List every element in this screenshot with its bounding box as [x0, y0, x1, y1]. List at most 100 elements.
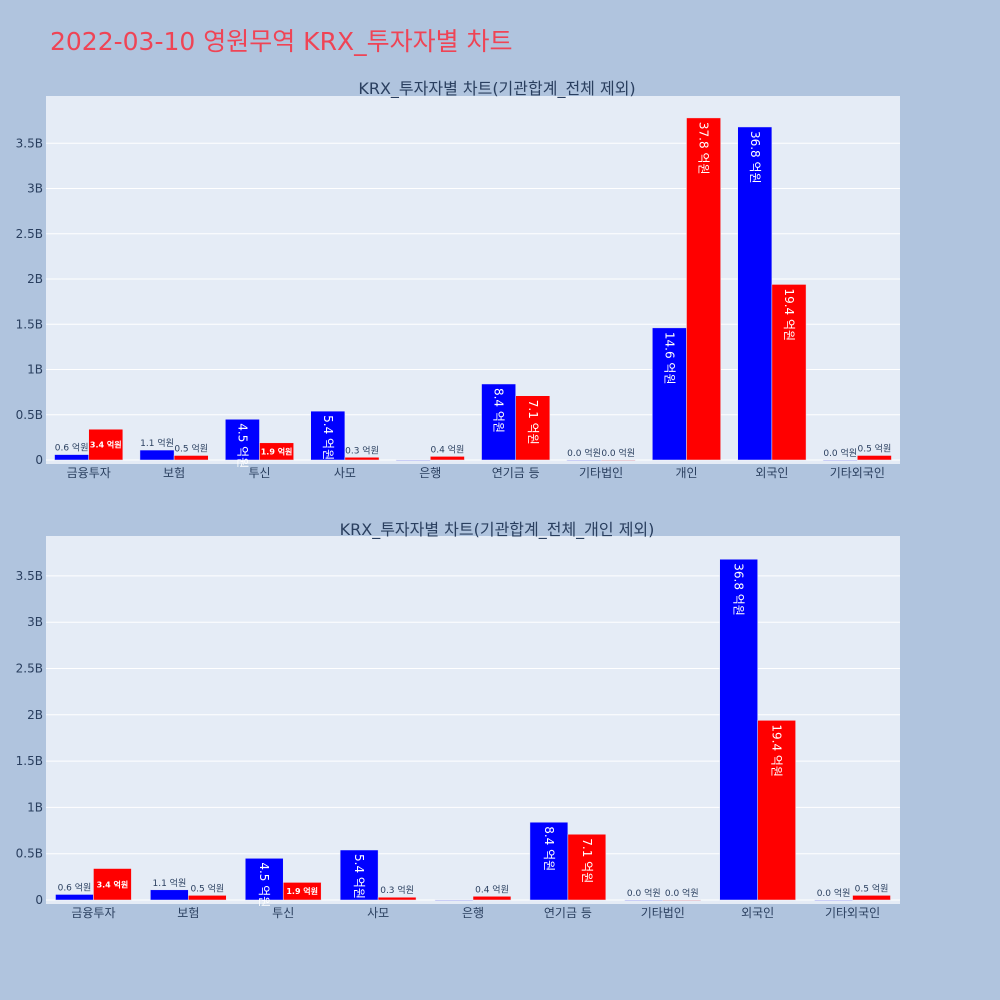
bar [515, 395, 551, 461]
data-label: 7.1 억원 [526, 400, 540, 445]
chart-group: KRX_투자자별 차트(기관합계_전체 제외) 0 0.5B 1B 1.5B 2B 2.5B… [16, 79, 900, 480]
data-label: 0.3 억원 [380, 884, 414, 896]
y-tick-label: 0 [35, 893, 43, 907]
data-label: 0.0 억원 [817, 887, 851, 899]
data-label: 4.5 억원 [257, 862, 271, 907]
data-label: 36.8 억원 [732, 563, 746, 616]
data-label: 0.0 억원 [601, 447, 635, 459]
bar [245, 858, 284, 901]
x-tick-label: 투신 [272, 906, 294, 920]
bar [600, 459, 636, 461]
y-tick-label: 3.5B [16, 136, 43, 150]
bar [771, 284, 807, 461]
bar [567, 834, 607, 901]
bar [814, 899, 853, 901]
x-tick-label: 은행 [462, 905, 484, 920]
x-tick-label: 사모 [367, 906, 389, 920]
bar [282, 882, 322, 901]
x-tick-label: 연기금 등 [492, 466, 540, 480]
data-label: 0.4 억원 [431, 443, 465, 455]
x-tick-label: 연기금 등 [544, 906, 592, 920]
bar [481, 383, 516, 461]
x-tick-label: 외국인 [741, 906, 774, 920]
x-tick-label: 사모 [334, 466, 356, 480]
y-tick-label: 1B [27, 800, 43, 814]
data-label: 1.1 억원 [140, 437, 174, 449]
bar [377, 896, 417, 901]
x-tick-label: 금융투자 [67, 466, 111, 480]
data-label: 0.0 억원 [567, 447, 601, 459]
y-tick-label: 3B [27, 615, 43, 629]
data-label: 0.5 억원 [174, 442, 208, 454]
data-label: 19.4 억원 [770, 724, 784, 777]
bar [529, 821, 569, 901]
bar [822, 459, 858, 461]
bar [857, 455, 892, 461]
data-label: 8.4 억원 [542, 826, 556, 871]
y-tick-label: 0.5B [16, 408, 43, 422]
data-label: 1.1 억원 [152, 877, 186, 889]
y-tick-label: 2.5B [16, 662, 43, 676]
bar [173, 455, 209, 461]
bar [757, 720, 796, 901]
data-label: 0.4 억원 [475, 883, 509, 895]
data-label: 37.8 억원 [697, 122, 711, 175]
data-label: 19.4 억원 [782, 288, 796, 341]
bar [188, 895, 227, 901]
x-tick-label: 보험 [177, 906, 199, 920]
page-title: 2022-03-10 영원무역 KRX_투자자별 차트 [50, 27, 513, 56]
bar [686, 117, 721, 461]
bar [472, 896, 512, 901]
x-tick-label: 금융투자 [71, 906, 115, 920]
bar [55, 894, 94, 901]
bar [719, 558, 758, 901]
y-tick-label: 3.5B [16, 569, 43, 583]
bar [430, 456, 465, 461]
chart-group: KRX_투자자별 차트(기관합계_전체_개인 제외) 0 0.5B 1B 1.5B 2B 2… [16, 520, 900, 920]
y-tick-label: 1.5B [16, 754, 43, 768]
x-tick-label: 기타법인 [641, 906, 685, 920]
x-tick-label: 외국인 [755, 466, 788, 480]
bar [395, 459, 431, 461]
bar [624, 899, 664, 901]
data-label: 4.5 억원 [235, 423, 249, 468]
data-label: 0.0 억원 [823, 447, 857, 459]
y-tick-label: 2.5B [16, 227, 43, 241]
data-label: 36.8 억원 [748, 131, 762, 184]
bar [310, 410, 346, 461]
y-tick-label: 0.5B [16, 847, 43, 861]
y-tick-label: 0 [35, 453, 43, 467]
x-tick-label: 개인 [675, 466, 697, 480]
x-tick-label: 은행 [419, 465, 441, 480]
bar [737, 126, 773, 461]
data-label: 3.4 억원 [90, 440, 122, 450]
x-tick-label: 보험 [163, 466, 185, 480]
bar [93, 868, 132, 901]
data-label: 0.3 억원 [345, 444, 379, 456]
chart-top: KRX_투자자별 차트(기관합계_전체 제외) 0 0.5B 1B 1.5B 2B 2.5B… [16, 79, 900, 480]
bar [434, 899, 474, 901]
bar [652, 327, 687, 461]
data-label: 0.5 억원 [858, 442, 892, 454]
y-tick-label: 2B [27, 272, 43, 286]
x-tick-label: 기타법인 [579, 466, 623, 480]
bar [344, 457, 380, 461]
bar [150, 889, 189, 901]
data-label: 5.4 억원 [352, 854, 366, 899]
bar [662, 899, 701, 901]
data-label: 8.4 억원 [492, 388, 506, 433]
data-label: 14.6 억원 [662, 332, 676, 385]
data-label: 0.6 억원 [55, 442, 89, 454]
y-tick-label: 2B [27, 708, 43, 722]
x-tick-label: 투신 [248, 466, 270, 480]
y-tick-label: 1.5B [16, 317, 43, 331]
chart-title: KRX_투자자별 차트(기관합계_전체_개인 제외) [340, 520, 655, 540]
data-label: 7.1 억원 [580, 838, 594, 883]
data-label: 0.0 억원 [665, 887, 699, 899]
bar [339, 849, 379, 901]
x-tick-label: 기타외국인 [830, 466, 885, 480]
chart-title: KRX_투자자별 차트(기관합계_전체 제외) [358, 79, 635, 99]
x-tick-label: 기타외국인 [825, 906, 880, 920]
y-tick-label: 1B [27, 363, 43, 377]
bar [225, 419, 260, 461]
